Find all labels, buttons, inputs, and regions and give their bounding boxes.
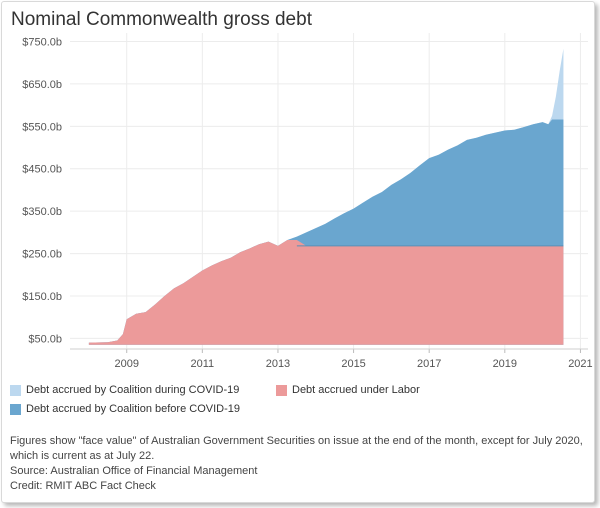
chart-notes: Figures show "face value" of Australian … xyxy=(10,434,585,494)
y-tick-label: $450.0b xyxy=(22,164,62,176)
area-series xyxy=(88,48,564,345)
series-area-labor xyxy=(88,239,564,345)
legend-label-during-covid: Debt accrued by Coalition during COVID-1… xyxy=(26,384,240,396)
x-tick-label: 2019 xyxy=(493,358,517,370)
chart-title: Nominal Commonwealth gross debt xyxy=(11,9,312,30)
axes: $50.0b $150.0b $250.0b $350.0b $450.0b $550.0… xyxy=(22,36,592,370)
x-tick-label: 2015 xyxy=(341,358,365,370)
legend-swatch-labor xyxy=(276,384,287,396)
y-tick-label: $750.0b xyxy=(22,36,62,48)
y-tick-label: $350.0b xyxy=(22,206,62,218)
legend-item-before-covid[interactable]: Debt accrued by Coalition before COVID-1… xyxy=(10,403,240,415)
y-tick-label: $650.0b xyxy=(22,79,62,91)
x-tick-label: 2009 xyxy=(114,358,138,370)
y-tick-label: $550.0b xyxy=(22,121,62,133)
x-tick-label: 2021 xyxy=(568,358,592,370)
legend-swatch-during-covid xyxy=(10,384,21,396)
x-tick-label: 2011 xyxy=(191,358,215,370)
y-tick-label: $50.0b xyxy=(28,333,62,345)
y-tick-label: $150.0b xyxy=(22,291,62,303)
legend-item-labor[interactable]: Debt accrued under Labor xyxy=(276,384,420,396)
legend-label-labor: Debt accrued under Labor xyxy=(292,384,420,396)
legend-label-before-covid: Debt accrued by Coalition before COVID-1… xyxy=(26,403,240,415)
legend-item-during-covid[interactable]: Debt accrued by Coalition during COVID-1… xyxy=(10,384,239,396)
x-tick-label: 2013 xyxy=(266,358,290,370)
legend-swatch-before-covid xyxy=(10,403,21,415)
notes-description: Figures show "face value" of Australian … xyxy=(10,435,583,462)
notes-credit: Credit: RMIT ABC Fact Check xyxy=(10,480,156,492)
y-tick-label: $250.0b xyxy=(22,249,62,261)
notes-source: Source: Australian Office of Financial M… xyxy=(10,465,258,477)
x-tick-label: 2017 xyxy=(417,358,441,370)
